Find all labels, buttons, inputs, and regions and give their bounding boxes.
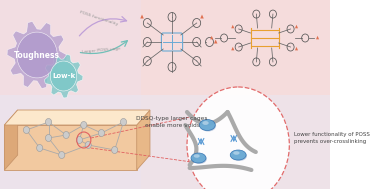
Polygon shape — [231, 25, 234, 28]
Polygon shape — [231, 47, 234, 50]
Circle shape — [81, 122, 87, 129]
Ellipse shape — [199, 119, 215, 130]
Circle shape — [111, 146, 118, 153]
Circle shape — [24, 126, 30, 133]
Circle shape — [98, 129, 104, 136]
Ellipse shape — [231, 151, 247, 161]
FancyBboxPatch shape — [0, 0, 141, 189]
Circle shape — [120, 119, 126, 125]
Circle shape — [17, 32, 57, 78]
Text: Larger POSS cage: Larger POSS cage — [82, 46, 121, 54]
Text: Low-k: Low-k — [52, 73, 75, 79]
Polygon shape — [4, 110, 150, 125]
Text: DDSQ-type larger cages
enable more voids: DDSQ-type larger cages enable more voids — [136, 116, 208, 128]
Ellipse shape — [200, 121, 216, 132]
Polygon shape — [210, 36, 213, 39]
Circle shape — [37, 145, 43, 152]
FancyBboxPatch shape — [0, 0, 330, 189]
Ellipse shape — [192, 154, 207, 164]
Text: POSS functionality: POSS functionality — [79, 10, 119, 26]
Ellipse shape — [194, 154, 200, 158]
Text: Lower functionality of POSS
prevents over-crosslinking: Lower functionality of POSS prevents ove… — [294, 132, 370, 144]
Polygon shape — [316, 36, 319, 39]
Ellipse shape — [202, 121, 209, 125]
Circle shape — [187, 87, 289, 189]
Circle shape — [63, 132, 69, 139]
Text: Toughness: Toughness — [14, 50, 60, 60]
Polygon shape — [7, 21, 67, 89]
Ellipse shape — [191, 153, 206, 163]
Polygon shape — [4, 125, 137, 170]
Polygon shape — [295, 47, 298, 50]
Circle shape — [85, 142, 91, 149]
Polygon shape — [45, 54, 83, 98]
Circle shape — [50, 61, 77, 91]
Polygon shape — [4, 110, 18, 170]
Polygon shape — [295, 25, 298, 28]
Ellipse shape — [233, 151, 240, 155]
Polygon shape — [137, 110, 150, 170]
Polygon shape — [140, 15, 144, 19]
Circle shape — [45, 119, 52, 125]
Circle shape — [76, 136, 83, 143]
Ellipse shape — [230, 150, 246, 160]
Circle shape — [59, 152, 65, 159]
Circle shape — [45, 135, 52, 142]
FancyBboxPatch shape — [0, 95, 330, 189]
Polygon shape — [200, 15, 204, 19]
Polygon shape — [214, 40, 217, 43]
